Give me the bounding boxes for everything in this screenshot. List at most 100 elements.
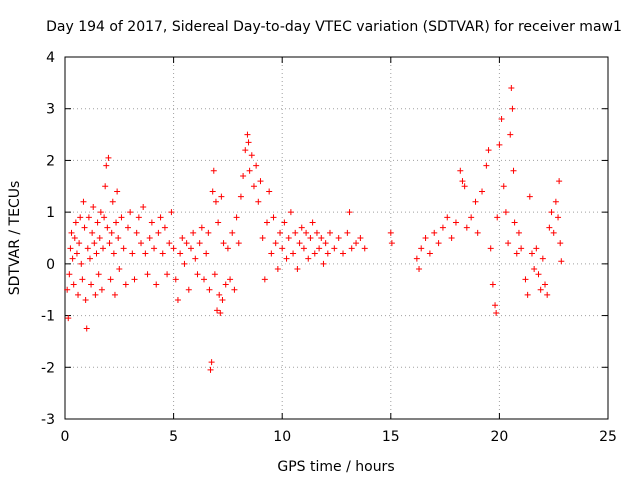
data-point [103, 162, 110, 169]
data-point [108, 229, 115, 236]
data-point [131, 276, 138, 283]
data-point [463, 224, 470, 231]
data-point [309, 219, 316, 226]
data-point [235, 240, 242, 247]
data-point [292, 229, 299, 236]
data-point [116, 266, 123, 273]
data-point [90, 203, 97, 210]
data-point [546, 224, 553, 231]
data-point [114, 188, 121, 195]
data-point [109, 198, 116, 205]
data-point [148, 219, 155, 226]
data-point [231, 286, 238, 293]
data-point [556, 178, 563, 185]
data-point [201, 276, 208, 283]
x-tick-label: 25 [599, 429, 617, 445]
x-tick-label: 0 [61, 429, 70, 445]
data-point [528, 250, 535, 257]
data-point [142, 250, 149, 257]
data-point [122, 281, 129, 288]
y-tick-label: 1 [46, 205, 55, 221]
y-tick-label: 4 [46, 50, 55, 66]
data-point [219, 297, 226, 304]
y-tick-label: -3 [41, 412, 55, 428]
data-point [474, 229, 481, 236]
data-point [257, 178, 264, 185]
data-point [245, 139, 252, 146]
data-point [413, 255, 420, 262]
data-point [72, 219, 79, 226]
data-point [83, 325, 90, 332]
data-point [511, 219, 518, 226]
data-point [65, 315, 72, 322]
data-point [138, 240, 145, 247]
data-point [217, 309, 224, 316]
data-point [326, 229, 333, 236]
data-point [69, 255, 76, 262]
data-point [85, 214, 92, 221]
data-point [89, 229, 96, 236]
data-point [110, 250, 117, 257]
data-point [435, 240, 442, 247]
data-point [198, 224, 205, 231]
data-point [242, 147, 249, 154]
data-point [283, 255, 290, 262]
data-point [80, 198, 87, 205]
data-point [263, 219, 270, 226]
data-point [102, 183, 109, 190]
data-point [120, 245, 127, 252]
y-axis-label: SDTVAR / TECUs [7, 181, 23, 296]
data-point [448, 235, 455, 241]
data-point [107, 276, 114, 283]
data-point [192, 255, 199, 262]
data-point [311, 250, 318, 257]
data-point [320, 260, 327, 267]
data-point [418, 245, 425, 252]
data-point [492, 302, 499, 309]
y-tick-label: -1 [41, 309, 55, 325]
data-point [100, 245, 107, 252]
data-point [196, 240, 203, 247]
data-point [496, 141, 503, 148]
data-point [487, 245, 494, 252]
data-point [485, 147, 492, 154]
data-point [266, 188, 273, 195]
data-point [177, 250, 184, 257]
data-point [452, 219, 459, 226]
data-point [233, 214, 240, 221]
data-point [461, 183, 468, 190]
data-point [84, 245, 91, 252]
data-point [558, 258, 565, 265]
data-point [183, 240, 190, 247]
data-point [127, 209, 134, 216]
data-point [81, 224, 88, 231]
data-point [281, 219, 288, 226]
data-point [294, 266, 301, 273]
data-point [522, 276, 529, 283]
data-point [240, 172, 247, 179]
data-point [91, 240, 98, 247]
data-point [215, 219, 222, 226]
data-point [106, 240, 113, 247]
plot-frame [64, 56, 609, 420]
data-point [94, 219, 101, 226]
data-point [255, 198, 262, 205]
data-point [220, 240, 227, 247]
data-point [508, 85, 515, 92]
data-point [439, 224, 446, 231]
data-point [548, 209, 555, 216]
data-point [287, 209, 294, 216]
data-point [144, 271, 151, 278]
data-point [277, 229, 284, 236]
data-point [174, 297, 181, 304]
data-point [159, 250, 166, 257]
data-point [172, 276, 179, 283]
data-point [208, 359, 215, 366]
data-point [64, 286, 71, 293]
data-point [104, 224, 111, 231]
data-point [305, 255, 312, 262]
y-tick-label: 3 [46, 102, 55, 118]
data-point [190, 229, 197, 236]
data-point [97, 209, 104, 216]
data-point [205, 229, 212, 236]
